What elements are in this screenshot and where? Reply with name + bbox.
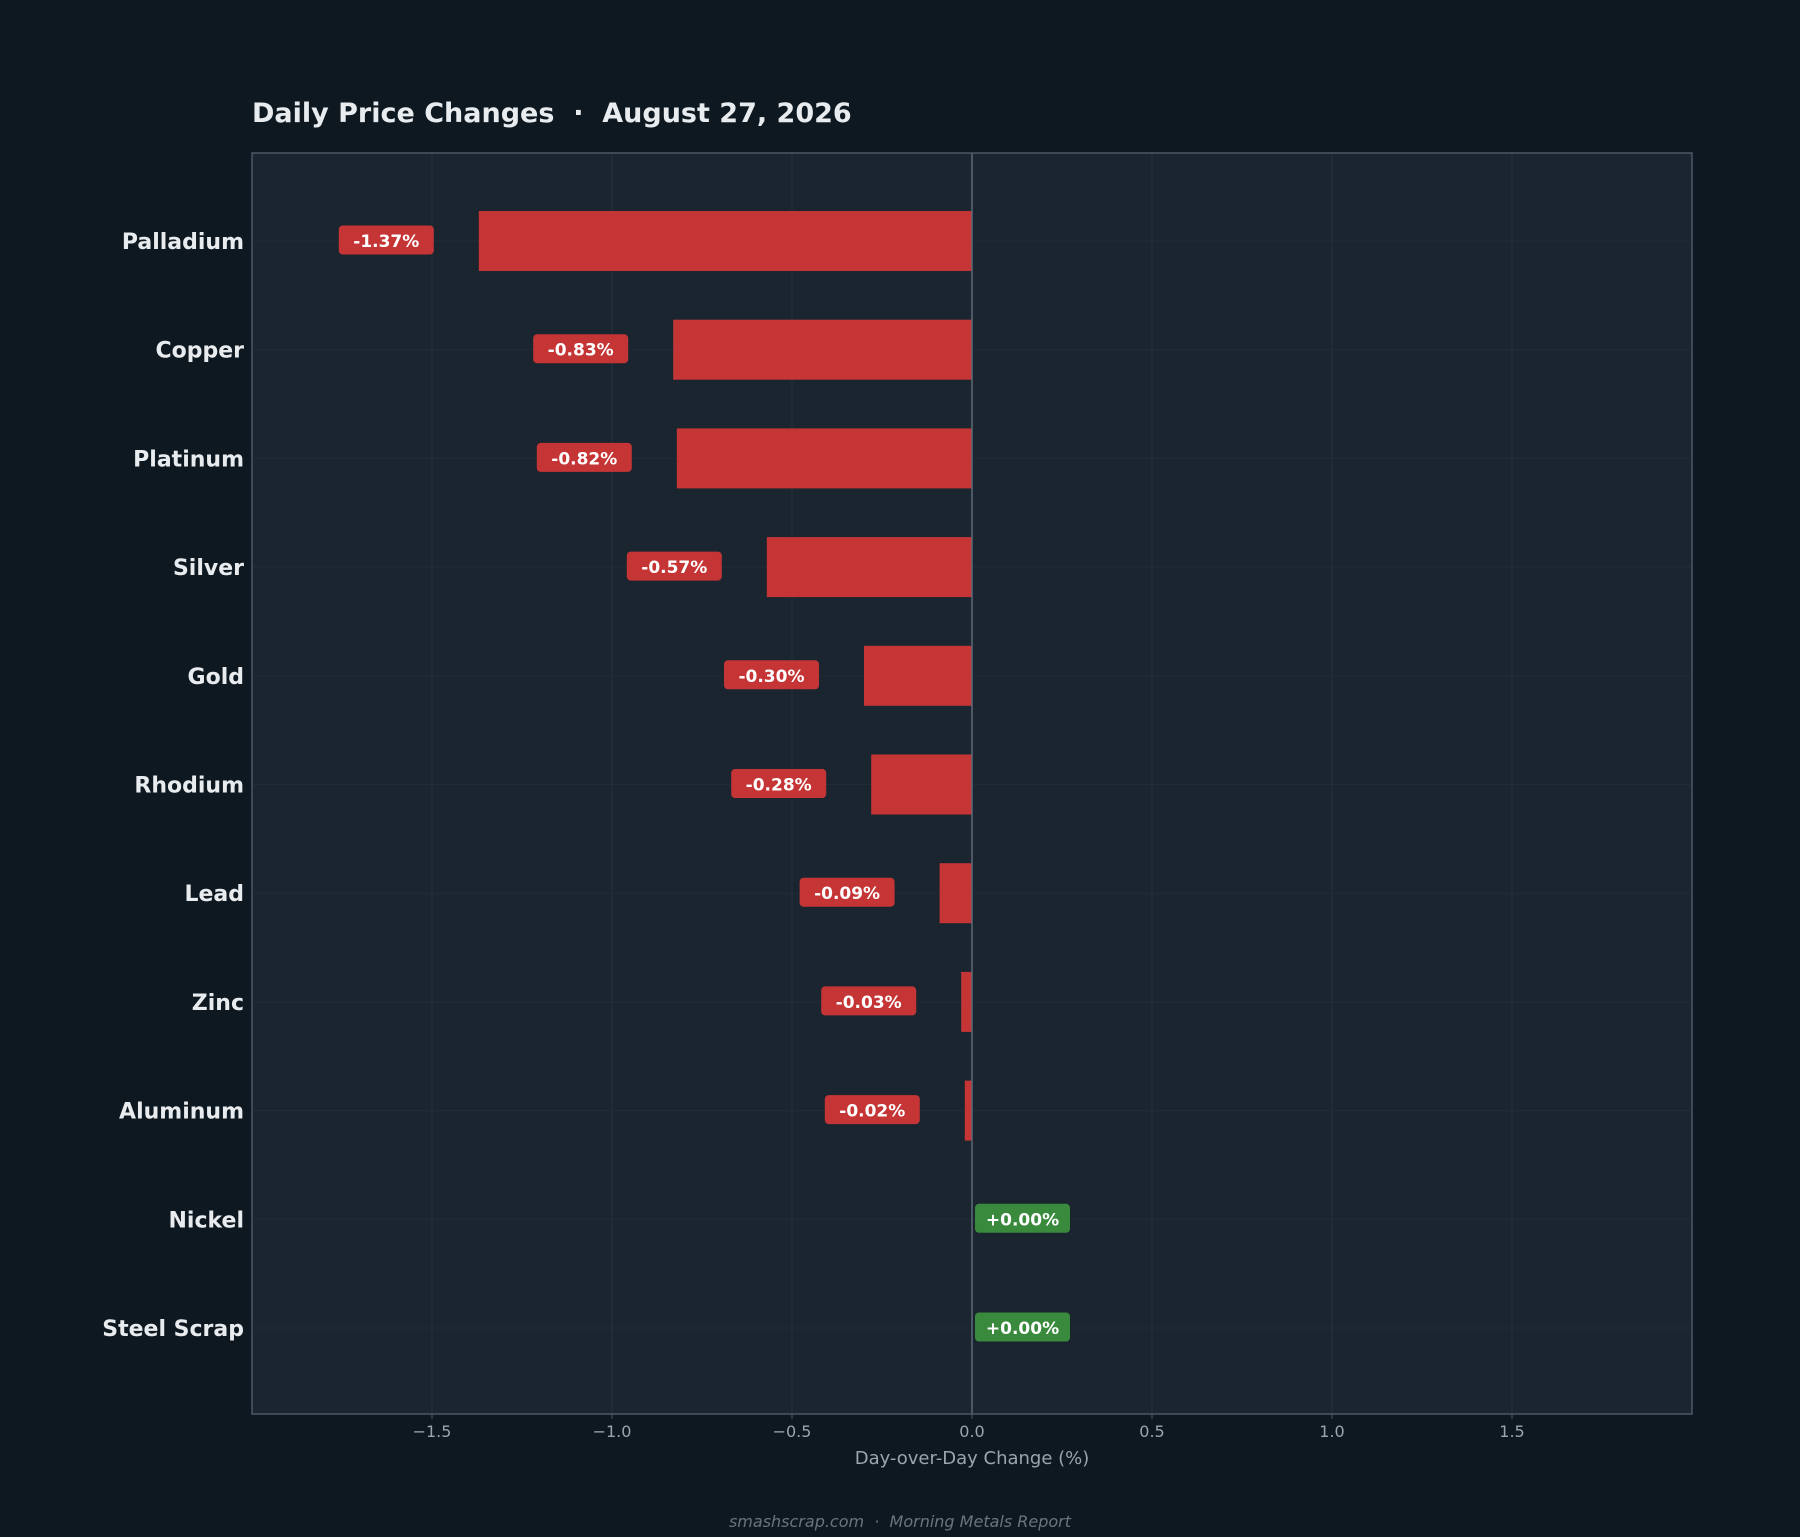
- category-label: Lead: [184, 882, 244, 907]
- x-axis-ticks: −1.5 −1.0 −0.5 0.0 0.5 1.0 1.5: [413, 1414, 1525, 1441]
- bar: [961, 971, 972, 1032]
- tick-label: 1.0: [1319, 1422, 1344, 1441]
- data-label: -0.83%: [548, 341, 614, 361]
- data-label-badge: [975, 1203, 1070, 1233]
- category-label: Gold: [188, 665, 244, 690]
- footer-credit: smashscrap.com · Morning Metals Report: [729, 1512, 1072, 1531]
- data-label: -0.30%: [738, 667, 804, 687]
- data-label-badge: [338, 225, 434, 255]
- bar: [676, 428, 972, 489]
- data-label-badge: [821, 986, 917, 1016]
- category-label: Steel Scrap: [102, 1317, 244, 1342]
- data-label: -0.28%: [746, 776, 812, 796]
- data-label: -1.37%: [353, 232, 419, 252]
- tick-label: −1.5: [413, 1422, 452, 1441]
- category-label: Aluminum: [119, 1100, 244, 1125]
- bar: [766, 537, 972, 598]
- bar: [964, 1080, 972, 1141]
- category-label: Copper: [155, 339, 244, 364]
- tick-label: 0.5: [1139, 1422, 1164, 1441]
- tick-label: 1.5: [1499, 1422, 1524, 1441]
- category-label: Zinc: [192, 991, 244, 1016]
- data-label-badge: [724, 660, 819, 690]
- data-label: -0.02%: [839, 1102, 905, 1122]
- category-label: Palladium: [122, 230, 244, 255]
- tick-label: −1.0: [593, 1422, 632, 1441]
- category-label: Platinum: [133, 447, 244, 472]
- data-label-badge: [626, 551, 722, 581]
- bars: [478, 211, 972, 1141]
- data-label-badge: [824, 1095, 920, 1125]
- data-label: +0.00%: [986, 1210, 1059, 1230]
- x-axis-label: Day-over-Day Change (%): [855, 1448, 1090, 1469]
- data-label-badge: [731, 769, 827, 798]
- data-label: +0.00%: [986, 1319, 1059, 1339]
- category-label: Nickel: [169, 1208, 245, 1233]
- bar: [871, 754, 972, 815]
- bar: [478, 211, 972, 271]
- data-label-badge: [799, 877, 895, 907]
- data-labels: -1.37% -0.83% -0.82% -0.57% -0.30% -0.28% -0.0…: [338, 225, 1070, 1342]
- tick-label: −0.5: [773, 1422, 812, 1441]
- data-label: -0.03%: [836, 993, 902, 1013]
- category-label: Rhodium: [134, 774, 244, 799]
- data-label-badge: [536, 442, 632, 472]
- tick-label: 0.0: [959, 1422, 984, 1441]
- plot-border: [251, 152, 1693, 1415]
- bar: [673, 319, 972, 380]
- bar: [939, 863, 972, 924]
- data-label-badge: [533, 334, 629, 364]
- category-axis: Palladium Copper Platinum Silver Gold Rhodium…: [102, 230, 244, 1342]
- category-label: Silver: [173, 556, 244, 581]
- data-label-badge: [975, 1312, 1070, 1342]
- data-label: -0.09%: [814, 884, 880, 904]
- chart-title: Daily Price Changes · August 27, 2026: [252, 98, 852, 129]
- data-label: -0.57%: [641, 558, 707, 578]
- bar: [864, 645, 972, 706]
- data-label: -0.82%: [551, 449, 617, 469]
